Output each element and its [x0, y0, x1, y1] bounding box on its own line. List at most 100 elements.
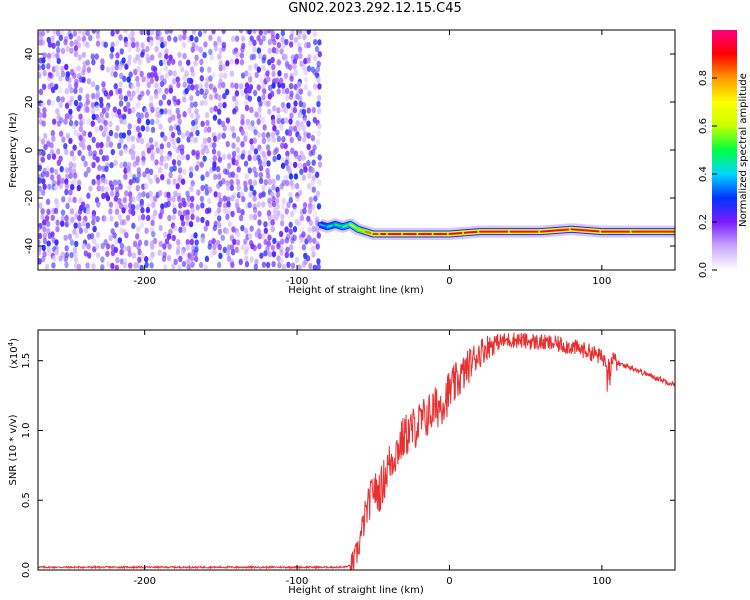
noise-blob: [50, 130, 56, 137]
noise-blob: [58, 75, 63, 82]
noise-blob: [166, 254, 172, 262]
noise-blob: [154, 159, 159, 166]
noise-blob: [258, 171, 264, 179]
noise-blob: [265, 167, 270, 175]
noise-blob: [91, 30, 97, 34]
noise-blob: [163, 264, 168, 270]
noise-blob: [158, 59, 164, 67]
noise-blob: [118, 149, 124, 157]
noise-blob: [253, 63, 258, 70]
noise-blob: [216, 215, 222, 222]
noise-blob: [81, 243, 86, 250]
noise-blob: [193, 136, 198, 144]
noise-blob: [109, 215, 114, 222]
noise-blob: [290, 262, 296, 269]
noise-blob: [297, 124, 302, 132]
noise-blob: [163, 162, 169, 170]
noise-blob: [38, 249, 42, 256]
noise-blob: [68, 99, 73, 107]
noise-blob: [292, 206, 298, 214]
noise-blob: [289, 251, 294, 258]
noise-blob: [265, 245, 270, 252]
noise-blob: [297, 46, 303, 53]
noise-blob: [130, 82, 136, 90]
noise-blob: [167, 195, 172, 202]
noise-blob: [150, 106, 155, 113]
noise-blob: [65, 202, 70, 210]
noise-blob: [73, 99, 79, 107]
noise-blob: [240, 244, 246, 251]
noise-blob: [136, 111, 141, 119]
noise-blob: [222, 246, 228, 254]
noise-blob: [217, 102, 223, 109]
noise-blob: [280, 213, 285, 221]
noise-blob: [314, 226, 320, 233]
noise-blob: [243, 87, 249, 94]
noise-blob: [70, 216, 75, 223]
noise-blob: [316, 258, 321, 265]
noise-blob: [211, 164, 217, 172]
noise-blob: [267, 178, 273, 186]
noise-blob: [243, 185, 248, 193]
noise-blob: [49, 142, 54, 149]
noise-blob: [77, 94, 82, 102]
noise-blob: [197, 30, 203, 37]
noise-blob: [145, 167, 150, 174]
noise-blob: [280, 156, 285, 163]
noise-blob: [287, 168, 293, 175]
noise-blob: [121, 132, 127, 139]
noise-blob: [212, 224, 218, 232]
noise-blob: [223, 202, 228, 209]
noise-blob: [42, 237, 48, 245]
noise-blob: [186, 264, 191, 270]
noise-blob: [247, 95, 253, 102]
noise-blob: [110, 184, 115, 191]
noise-blob: [225, 184, 231, 191]
noise-blob: [261, 184, 266, 192]
noise-blob: [256, 201, 261, 208]
y-tick-label: 0.5: [21, 492, 32, 508]
noise-blob: [256, 118, 261, 125]
noise-blob: [280, 30, 286, 37]
noise-blob: [175, 107, 180, 115]
noise-blob: [257, 232, 263, 240]
noise-blob: [288, 191, 293, 199]
noise-blob: [89, 232, 95, 240]
noise-blob: [221, 153, 227, 161]
noise-blob: [114, 264, 120, 270]
snr-y-multiplier: (x104): [7, 338, 20, 369]
noise-blob: [185, 130, 190, 137]
noise-blob: [285, 246, 290, 253]
noise-blob: [136, 167, 141, 174]
noise-blob: [317, 51, 322, 58]
noise-blob: [296, 81, 302, 88]
noise-blob: [114, 202, 120, 210]
noise-blob: [95, 231, 101, 239]
noise-blob: [267, 58, 272, 66]
noise-blob: [60, 209, 66, 216]
noise-blob: [166, 200, 171, 208]
noise-blob: [204, 255, 210, 263]
noise-blob: [275, 129, 280, 136]
noise-blob: [56, 120, 62, 127]
noise-blob: [135, 194, 141, 202]
noise-blob: [283, 142, 288, 150]
noise-blob: [288, 64, 293, 71]
noise-blob: [162, 58, 167, 65]
noise-blob: [287, 130, 293, 137]
noise-blob: [155, 118, 160, 125]
noise-blob: [186, 59, 191, 66]
y-tick-label: 1.5: [21, 353, 32, 369]
noise-blob: [168, 69, 173, 76]
noise-blob: [213, 191, 218, 198]
noise-blob: [117, 213, 123, 221]
noise-blob: [155, 177, 160, 184]
colorbar-label: Normalized spectral amplitude: [738, 73, 749, 227]
noise-blob: [191, 149, 196, 156]
noise-blob: [286, 201, 291, 209]
noise-blob: [176, 159, 182, 167]
noise-blob: [140, 207, 145, 214]
noise-blob: [252, 244, 257, 252]
noise-blob: [252, 89, 258, 97]
noise-blob: [279, 249, 284, 256]
